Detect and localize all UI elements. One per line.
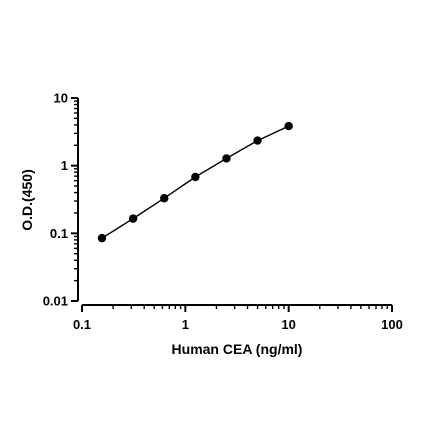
- x-tick-label: 1: [182, 317, 189, 332]
- y-tick-label: 10: [54, 91, 68, 106]
- major-ticks: [71, 97, 393, 312]
- y-tick-label: 1: [61, 158, 68, 173]
- data-point: [222, 154, 231, 163]
- data-point: [97, 233, 107, 243]
- x-tick-label: 10: [281, 317, 295, 332]
- data-points: [97, 121, 293, 243]
- y-tick-labels: 0.01 0.1 1 10: [43, 91, 68, 309]
- x-tick-labels: 0.1 1 10 100: [73, 317, 403, 332]
- x-tick-label: 0.1: [73, 317, 91, 332]
- data-point: [191, 172, 200, 182]
- x-tick-label: 100: [381, 317, 403, 332]
- minor-ticks: [74, 100, 388, 309]
- data-point: [160, 194, 169, 203]
- data-point: [284, 121, 293, 131]
- data-point: [128, 214, 138, 223]
- y-tick-label: 0.01: [43, 294, 68, 309]
- y-tick-label: 0.1: [50, 226, 68, 241]
- data-point: [253, 136, 262, 145]
- x-axis-title: Human CEA (ng/ml): [172, 341, 303, 357]
- y-axis-title: O.D.(450): [19, 169, 35, 230]
